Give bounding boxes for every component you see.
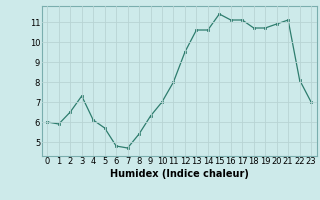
- X-axis label: Humidex (Indice chaleur): Humidex (Indice chaleur): [110, 169, 249, 179]
